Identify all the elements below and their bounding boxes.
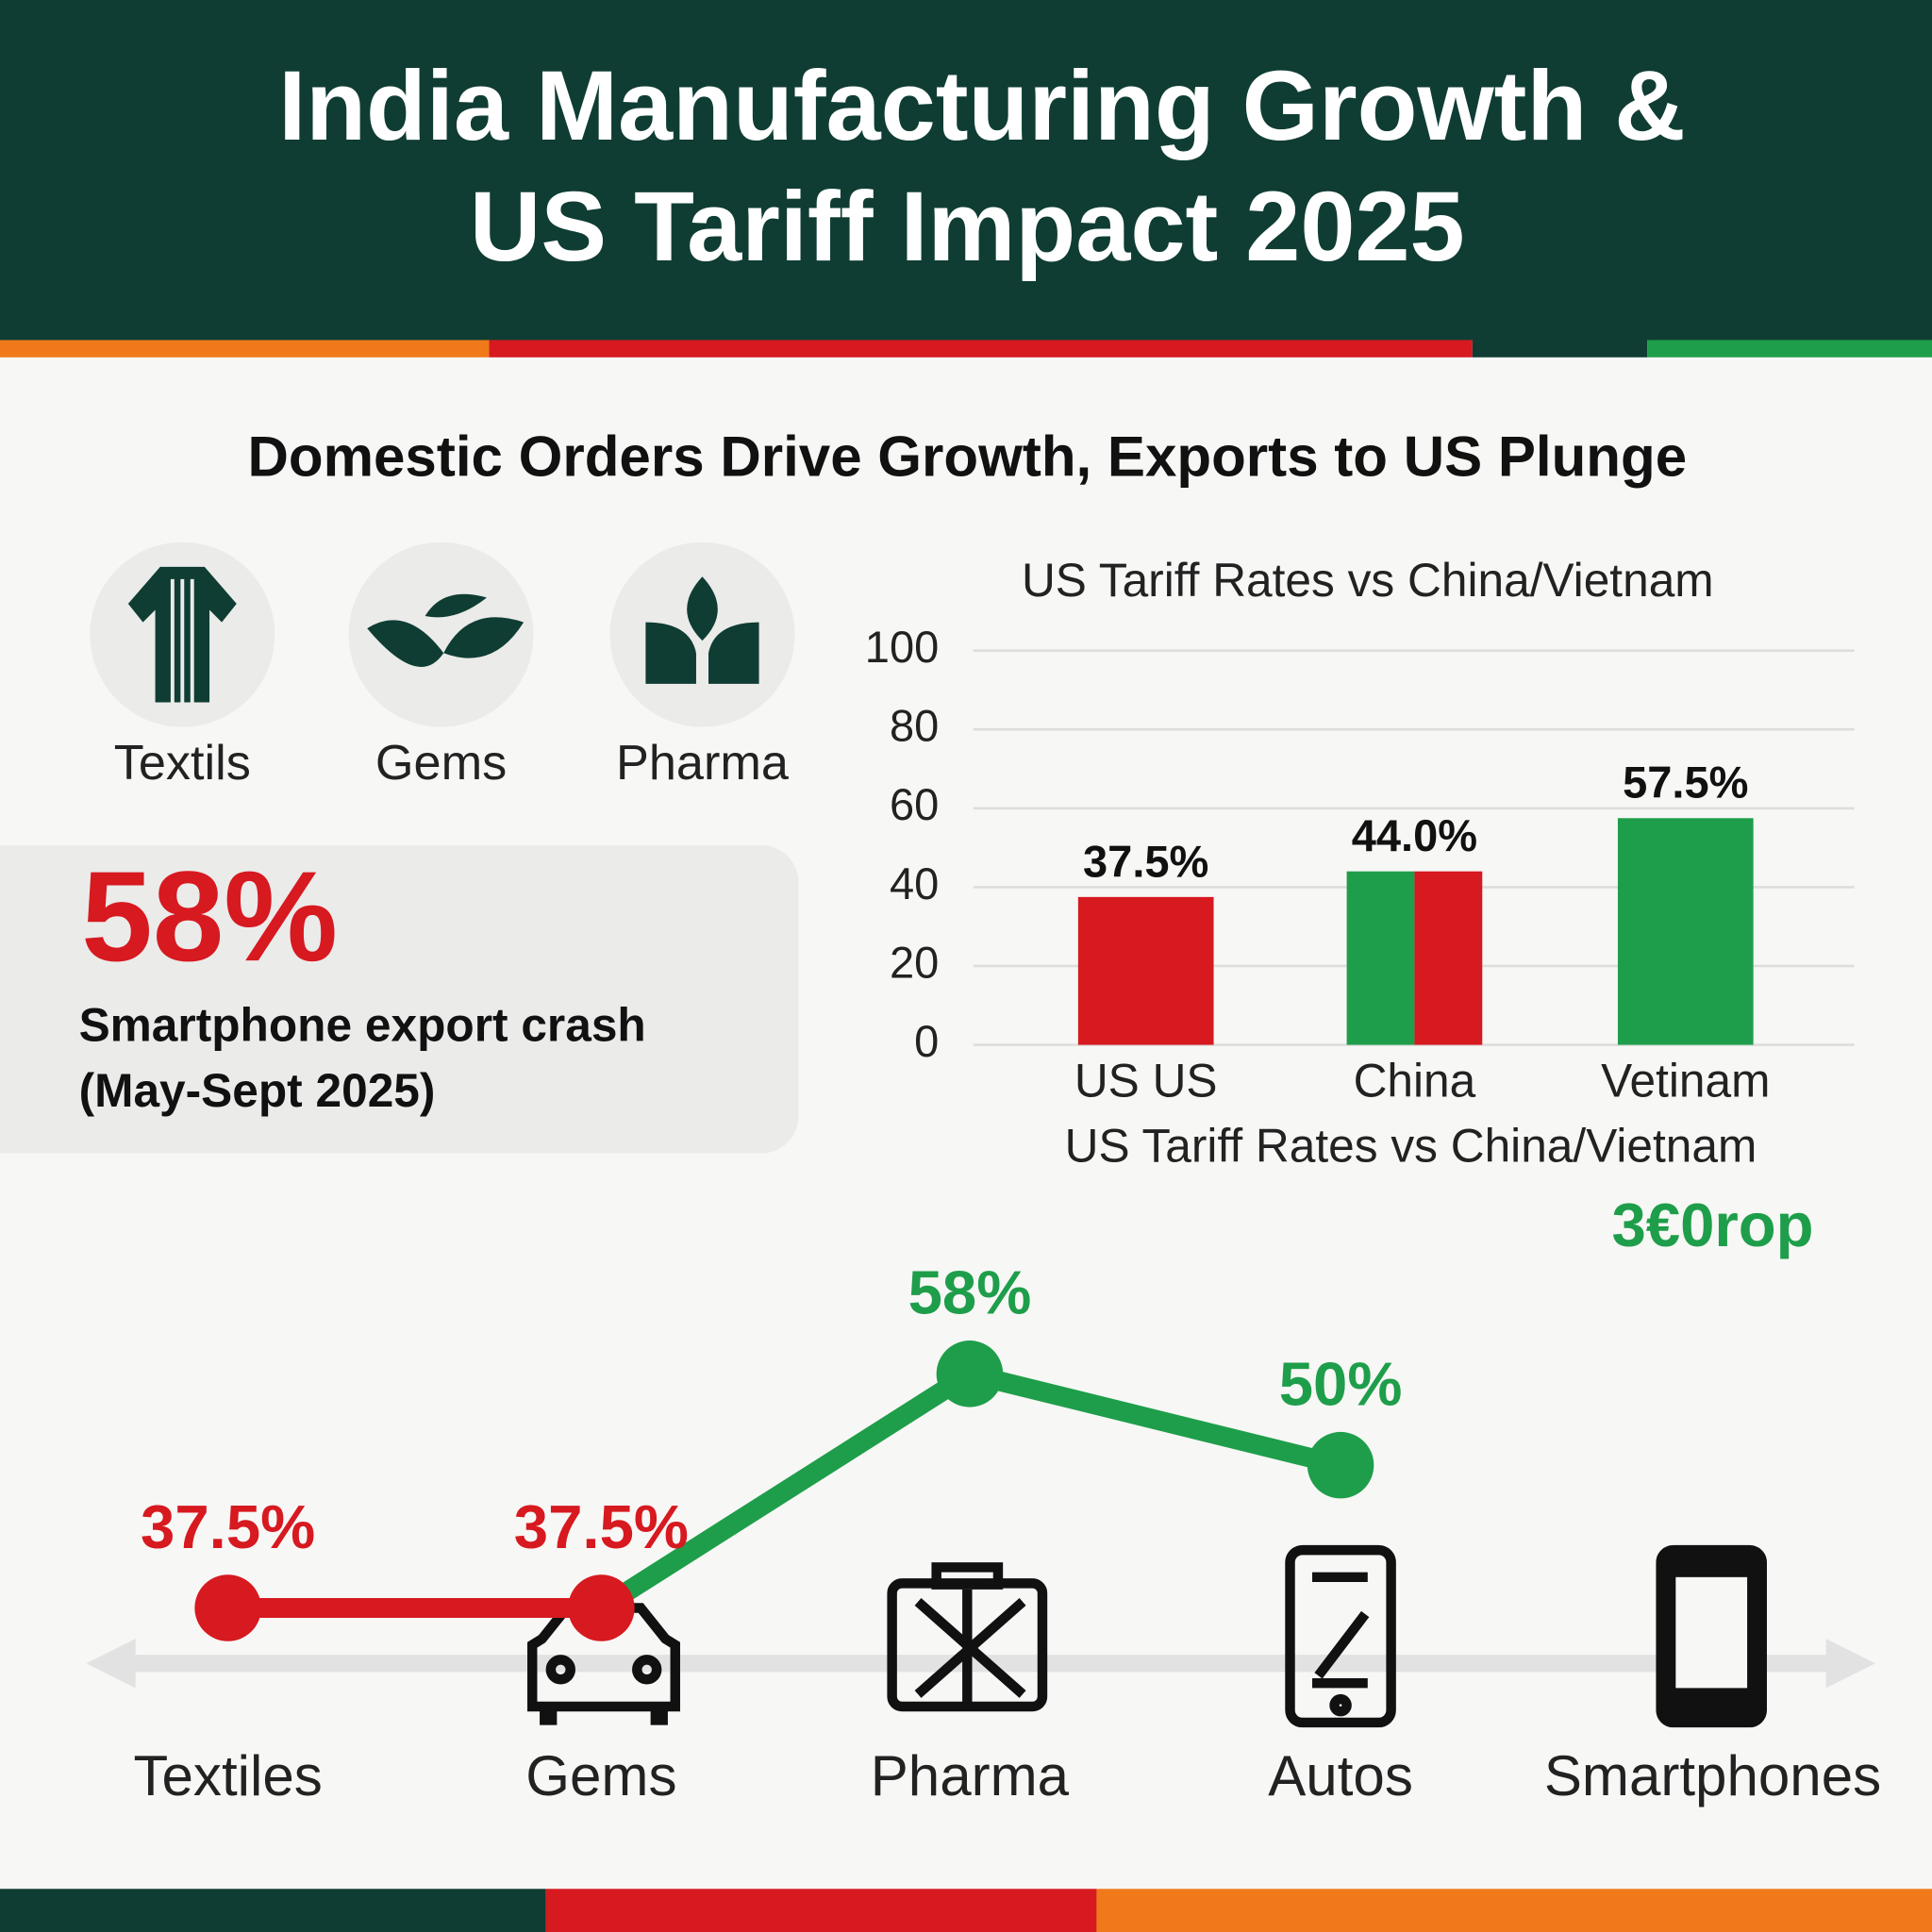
- y-tick-label: 80: [890, 701, 939, 751]
- y-tick-label: 100: [865, 622, 939, 672]
- sector-label: Pharma: [616, 736, 790, 791]
- point-label: 50%: [1279, 1349, 1403, 1418]
- x-tick-label: China: [1354, 1054, 1476, 1107]
- bar-value-label: 37.5%: [1083, 836, 1208, 886]
- title-line: India Manufacturing Growth &: [278, 51, 1686, 161]
- x-tick-label: US US: [1074, 1054, 1218, 1107]
- y-tick-label: 40: [890, 858, 939, 908]
- line-point: [936, 1341, 1004, 1407]
- category-label: Smartphones: [1544, 1744, 1881, 1807]
- point-label: 37.5%: [141, 1492, 315, 1561]
- sector-label: Textils: [114, 736, 251, 791]
- bar: [1077, 896, 1214, 1045]
- category-label: Gems: [525, 1744, 676, 1807]
- subtitle: Domestic Orders Drive Growth, Exports to…: [247, 425, 1687, 488]
- header-band: [0, 0, 1932, 341]
- y-tick-label: 20: [890, 937, 939, 987]
- bar: [1414, 871, 1483, 1045]
- point-label: 37.5%: [514, 1492, 689, 1561]
- top-stripe: [0, 340, 1932, 358]
- chart-title: US Tariff Rates vs China/Vietnam: [1022, 554, 1714, 607]
- bar-value-label: 57.5%: [1623, 758, 1748, 808]
- line-point: [568, 1574, 635, 1641]
- stat-caption: (May-Sept 2025): [79, 1064, 436, 1117]
- sector-icons: [90, 541, 795, 727]
- category-label: Autos: [1268, 1744, 1413, 1807]
- line-point: [194, 1574, 261, 1641]
- stat-value: 58%: [81, 844, 338, 988]
- y-tick-label: 0: [914, 1016, 939, 1066]
- x-axis-label: US Tariff Rates vs China/Vietnam: [1065, 1120, 1757, 1173]
- stat-caption: Smartphone export crash: [79, 999, 646, 1052]
- x-tick-label: Vetinam: [1601, 1054, 1770, 1107]
- bar: [1617, 818, 1754, 1045]
- point-label: 3€0rop: [1611, 1191, 1813, 1259]
- timeline-axis: [86, 1639, 1875, 1689]
- title-line: US Tariff Impact 2025: [470, 172, 1465, 282]
- sector-label: Gems: [375, 736, 507, 791]
- line-segment: [591, 1363, 980, 1618]
- category-label: Pharma: [871, 1744, 1070, 1807]
- point-label: 58%: [908, 1258, 1032, 1327]
- bar: [1346, 871, 1415, 1045]
- bottom-stripe: [0, 1889, 1932, 1932]
- category-label: Textiles: [133, 1744, 322, 1807]
- y-tick-label: 60: [890, 779, 939, 829]
- line-segment: [959, 1363, 1351, 1475]
- line-point: [1307, 1431, 1374, 1499]
- stat-box: [0, 845, 799, 1154]
- bar-value-label: 44.0%: [1352, 810, 1477, 860]
